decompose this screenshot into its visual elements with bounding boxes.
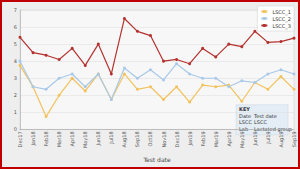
svg-text:Nov18: Nov18 bbox=[161, 131, 167, 147]
svg-text:Jul18: Jul18 bbox=[108, 131, 114, 144]
svg-text:Date: Date bbox=[239, 113, 251, 119]
svg-text:May18: May18 bbox=[82, 131, 89, 148]
svg-text:3: 3 bbox=[14, 75, 17, 81]
svg-text:Sep19: Sep19 bbox=[291, 131, 298, 147]
svg-text:LSCC: LSCC bbox=[254, 119, 267, 125]
svg-text:Feb19: Feb19 bbox=[200, 131, 206, 146]
svg-text:Jan18: Jan18 bbox=[30, 131, 36, 146]
svg-text:LSCC_3: LSCC_3 bbox=[272, 23, 291, 30]
svg-text:Lactated group: Lactated group bbox=[254, 125, 292, 132]
svg-text:Jun18: Jun18 bbox=[95, 131, 101, 146]
svg-text:1: 1 bbox=[14, 109, 17, 115]
svg-text:Test date: Test date bbox=[253, 113, 277, 119]
svg-text:7: 7 bbox=[14, 7, 17, 13]
svg-text:5: 5 bbox=[14, 41, 17, 47]
svg-text:Jul19: Jul19 bbox=[265, 131, 271, 144]
svg-text:Aug19: Aug19 bbox=[278, 131, 285, 147]
svg-text:LSCC_1: LSCC_1 bbox=[272, 9, 291, 16]
svg-text:4: 4 bbox=[14, 58, 17, 64]
svg-text:Jan19: Jan19 bbox=[187, 131, 193, 146]
svg-text:Apr19: Apr19 bbox=[226, 131, 233, 146]
svg-text:Mar19: Mar19 bbox=[213, 131, 219, 147]
svg-text:Sep18: Sep18 bbox=[134, 131, 141, 147]
svg-text:LSCC: LSCC bbox=[239, 119, 252, 125]
svg-text:Feb18: Feb18 bbox=[43, 131, 49, 146]
svg-text:Mar18: Mar18 bbox=[56, 131, 62, 147]
svg-text:Dec18: Dec18 bbox=[174, 131, 180, 147]
svg-text:0: 0 bbox=[13, 126, 17, 133]
svg-text:2: 2 bbox=[14, 92, 17, 98]
svg-text:6: 6 bbox=[14, 24, 17, 30]
svg-text:Oct18: Oct18 bbox=[147, 131, 153, 146]
svg-text:Dec17: Dec17 bbox=[17, 131, 23, 147]
svg-text:Test date: Test date bbox=[142, 156, 171, 163]
svg-text:May19: May19 bbox=[239, 131, 246, 148]
svg-text:LSCC_2: LSCC_2 bbox=[272, 16, 291, 23]
svg-text:KEY: KEY bbox=[239, 106, 250, 112]
svg-text:Apr18: Apr18 bbox=[69, 131, 76, 146]
svg-text:Aug18: Aug18 bbox=[121, 131, 128, 147]
svg-text:Lab: Lab bbox=[239, 126, 248, 132]
svg-text:Jun19: Jun19 bbox=[252, 131, 258, 146]
